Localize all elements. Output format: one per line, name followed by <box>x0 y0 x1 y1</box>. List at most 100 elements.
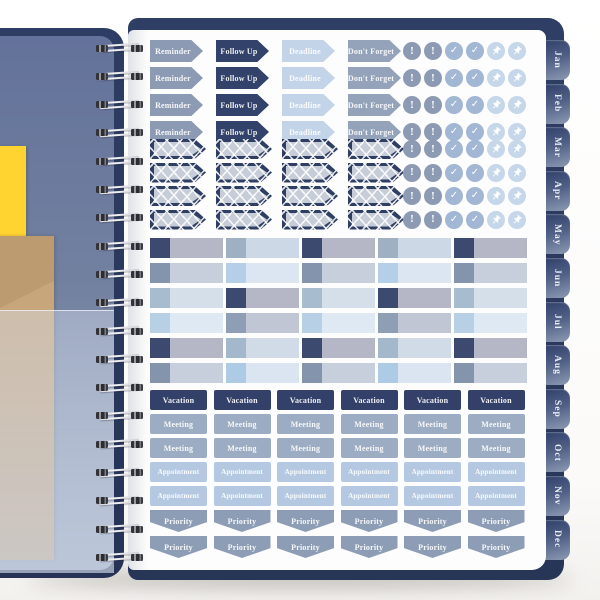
icon-circle: ✓ <box>445 163 463 182</box>
washi-strip-square <box>378 338 398 358</box>
binding-coil <box>96 99 143 112</box>
arrow-sticker: Follow Up <box>216 121 269 143</box>
washi-strip-bar <box>398 263 451 283</box>
washi-strip <box>454 363 527 383</box>
flag-sticker <box>150 209 206 230</box>
washi-strip-square <box>302 363 322 383</box>
icon-circle-group: !! ✓ ✓ <box>403 69 526 87</box>
icon-circle: ✓ <box>466 140 484 158</box>
coil-clip-right <box>131 186 143 193</box>
label-sticker-text: Appointment <box>475 468 517 476</box>
washi-strip-square <box>226 263 246 283</box>
icon-circle <box>508 123 526 141</box>
coil-clip-left <box>96 44 108 52</box>
icon-circle: ✓ <box>466 69 484 87</box>
icon-circle: ! <box>403 187 421 205</box>
label-sticker: Priority <box>467 536 525 558</box>
pushpin-icon <box>513 167 522 176</box>
arrow-sticker-row: Reminder Follow Up Deadline Don't Forget!! ✓… <box>150 67 526 89</box>
binding-coil <box>96 467 143 480</box>
envelope-flap <box>0 236 54 312</box>
coil-clip-right <box>131 44 143 52</box>
coil-clip-right <box>131 101 143 109</box>
label-sticker-row: Meeting Meeting Meeting Meeting Meeting Meeti… <box>150 438 525 458</box>
tab-label: Mar <box>552 136 562 158</box>
icon-circle: ! <box>424 69 442 87</box>
washi-strip-bar <box>398 288 451 308</box>
label-sticker-text: Priority <box>354 542 384 552</box>
flag-sticker <box>216 209 272 230</box>
tab-label: Aug <box>552 355 562 376</box>
washi-strip-square <box>454 313 474 333</box>
icon-circle <box>508 210 526 229</box>
binding-coil <box>96 70 143 83</box>
arrow-sticker: Follow Up <box>216 67 269 89</box>
label-sticker-text: Priority <box>164 542 193 552</box>
label-sticker-text: Meeting <box>163 443 194 453</box>
arrow-sticker: Don't Forget <box>348 40 401 62</box>
flag-sticker-pattern <box>216 139 272 159</box>
label-sticker-text: Meeting <box>163 419 194 429</box>
washi-strip-bar <box>322 288 375 308</box>
tab-label: May <box>552 223 562 246</box>
flag-sticker-row: !! ✓ ✓ <box>150 186 526 206</box>
exclamation-icon: ! <box>431 44 435 57</box>
arrow-sticker-label: Reminder <box>155 127 191 137</box>
label-sticker-text: Appointment <box>411 492 454 500</box>
label-sticker-text: Appointment <box>157 468 200 476</box>
label-sticker-text: Appointment <box>348 468 390 476</box>
washi-strip-square <box>150 263 170 283</box>
washi-strip-bar <box>170 363 223 383</box>
arrow-sticker-row: Reminder Follow Up Deadline Don't Forget!! ✓… <box>150 40 526 62</box>
washi-strip-row <box>150 313 527 333</box>
label-sticker-row: Appointment Appointment Appointment Appoint… <box>150 462 525 482</box>
label-sticker: Meeting <box>467 438 525 458</box>
label-sticker-text: Vacation <box>162 395 195 405</box>
flag-sticker <box>150 186 206 206</box>
tab-aug: Aug <box>544 345 570 386</box>
label-sticker-text: Priority <box>354 516 384 526</box>
flag-sticker <box>216 139 272 159</box>
coil-clip-left <box>96 129 108 137</box>
binding-coil <box>96 382 143 395</box>
flag-sticker-pattern <box>348 139 404 159</box>
flag-sticker-row: !! ✓ ✓ <box>150 139 526 159</box>
arrow-sticker: Deadline <box>282 40 335 62</box>
arrow-sticker-label: Follow Up <box>220 127 258 137</box>
washi-strip-bar <box>474 263 527 283</box>
washi-strip-square <box>150 288 170 308</box>
washi-strip-bar <box>170 338 223 358</box>
arrow-sticker-row: Reminder Follow Up Deadline Don't Forget!! ✓… <box>150 121 526 143</box>
tab-label: Jun <box>552 268 562 288</box>
check-icon: ✓ <box>470 126 480 137</box>
check-icon: ✓ <box>449 143 459 154</box>
arrow-sticker-label: Reminder <box>155 73 191 83</box>
arrow-sticker: Deadline <box>282 94 335 116</box>
tab-label: Nov <box>552 486 562 506</box>
label-sticker-text: Appointment <box>284 468 327 476</box>
label-sticker-text: Priority <box>418 542 447 552</box>
washi-strip-bar <box>474 313 527 333</box>
washi-strip-bar <box>398 363 451 383</box>
binding-coil <box>96 127 143 140</box>
icon-circle: ✓ <box>445 69 463 87</box>
label-sticker: Priority <box>213 510 271 532</box>
icon-circle: ! <box>424 96 442 114</box>
check-icon: ✓ <box>449 190 459 201</box>
check-icon: ✓ <box>449 45 459 56</box>
coil-clip-right <box>131 299 143 307</box>
label-sticker-text: Priority <box>481 542 511 552</box>
binding-coil <box>96 438 143 451</box>
washi-strip-square <box>378 288 398 308</box>
coil-clip-left <box>96 299 108 307</box>
washi-strip-row <box>150 263 527 283</box>
check-icon: ✓ <box>470 190 480 201</box>
label-sticker-text: Appointment <box>157 492 200 500</box>
icon-circle: ! <box>403 96 421 114</box>
flag-sticker <box>282 186 338 206</box>
flag-sticker-pattern <box>150 162 206 183</box>
pushpin-icon <box>513 214 522 223</box>
label-sticker: Meeting <box>150 438 207 458</box>
arrow-sticker: Follow Up <box>216 40 269 62</box>
